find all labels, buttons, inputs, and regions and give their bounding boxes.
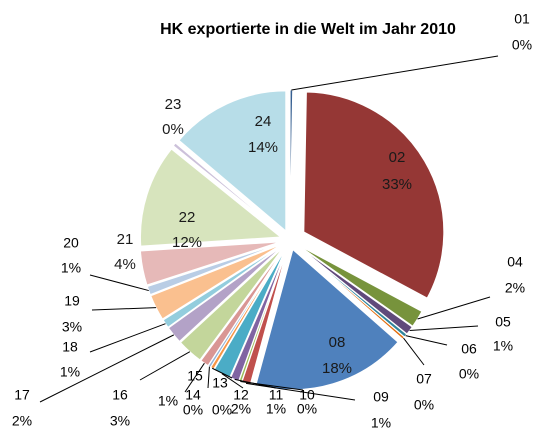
slice-value-label: 2% — [12, 413, 32, 429]
slice-category-label: 22 — [179, 209, 196, 226]
slice-value-label: 1% — [61, 260, 81, 276]
pie-slice — [146, 242, 281, 296]
slice-category-label: 06 — [461, 341, 477, 357]
slice-value-label: 4% — [114, 256, 136, 273]
pie-slice — [172, 142, 283, 235]
leader-line — [211, 367, 233, 379]
slice-value-label: 18% — [322, 360, 352, 377]
leader-line — [207, 366, 210, 389]
slice-category-label: 11 — [269, 387, 284, 403]
slice-value-label: 1% — [158, 393, 178, 409]
slice-value-label: 3% — [62, 319, 82, 335]
slice-value-label: 2% — [231, 401, 251, 417]
slice-value-label: 0% — [162, 121, 184, 138]
slice-value-label: 1% — [371, 415, 391, 429]
leader-line — [234, 378, 277, 389]
leader-line — [91, 307, 157, 311]
slice-category-label: 16 — [112, 387, 128, 403]
pie-slice — [289, 89, 294, 231]
slice-category-label: 21 — [117, 231, 134, 248]
slice-category-label: 12 — [233, 387, 249, 403]
slice-category-label: 09 — [373, 389, 389, 405]
pie-slice — [200, 247, 285, 367]
slice-value-label: 0% — [297, 401, 317, 417]
pie-slice — [139, 241, 281, 286]
slice-value-label: 1% — [60, 364, 80, 380]
pie-slice — [178, 90, 287, 233]
leader-line — [245, 382, 356, 401]
leader-line — [139, 351, 191, 381]
slice-category-label: 07 — [416, 371, 432, 387]
slice-value-label: 2% — [505, 280, 525, 296]
slice-value-label: 1% — [493, 338, 513, 354]
pie-slice — [162, 245, 282, 328]
slice-category-label: 18 — [62, 339, 78, 355]
leader-line — [39, 334, 175, 403]
slice-value-label: 0% — [414, 397, 434, 413]
slice-value-label: 0% — [212, 402, 232, 418]
slice-category-label: 08 — [329, 334, 346, 351]
slice-category-label: 01 — [514, 11, 530, 27]
leader-line — [409, 325, 479, 331]
pie-slice — [150, 244, 282, 320]
leader-line — [403, 337, 425, 366]
slice-category-label: 02 — [389, 149, 406, 166]
chart-title: HK exportierte in die Welt im Jahr 2010 — [160, 21, 456, 38]
pie-slice — [255, 248, 399, 391]
leader-line — [89, 274, 149, 292]
slice-value-label: 1% — [266, 401, 286, 417]
slice-category-label: 14 — [185, 387, 201, 403]
leader-line — [417, 296, 491, 320]
pie-slice — [139, 148, 282, 247]
leader-line — [184, 362, 205, 393]
slice-category-label: 05 — [495, 314, 511, 330]
pie-slice — [303, 91, 445, 299]
leader-line — [291, 55, 499, 91]
slice-value-label: 0% — [183, 402, 203, 418]
slice-value-label: 33% — [382, 176, 412, 193]
slice-category-label: 20 — [63, 235, 79, 251]
pie-slice — [179, 247, 284, 361]
slice-category-label: 24 — [255, 113, 272, 130]
slice-value-label: 0% — [512, 37, 532, 53]
slice-category-label: 23 — [165, 96, 182, 113]
slice-value-label: 14% — [248, 139, 278, 156]
slice-category-label: 19 — [64, 293, 80, 309]
leader-line — [405, 335, 448, 346]
slice-category-label: 04 — [507, 254, 523, 270]
slice-value-label: 3% — [110, 413, 130, 429]
leader-line — [221, 373, 244, 389]
slice-category-label: 13 — [212, 375, 228, 391]
leader-line — [89, 323, 166, 353]
slice-category-label: 17 — [14, 387, 30, 403]
slice-value-label: 0% — [459, 366, 479, 382]
slice-category-label: 10 — [299, 387, 315, 403]
slice-category-label: 15 — [187, 368, 203, 384]
slice-value-label: 12% — [172, 234, 202, 251]
